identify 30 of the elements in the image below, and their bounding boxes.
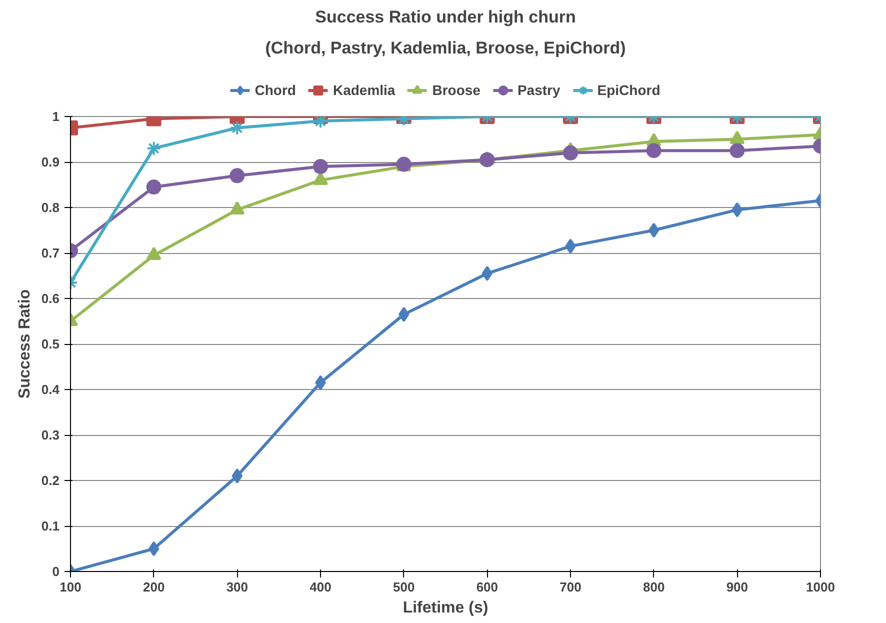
y-tick-label: 0.4 (41, 382, 60, 397)
y-tick-label: 1 (52, 109, 60, 124)
y-tick-label: 0.3 (41, 428, 60, 442)
chart-title: Success Ratio under high churn (315, 8, 576, 26)
x-tick-label: 1000 (806, 580, 835, 594)
x-tick-label: 400 (310, 580, 332, 594)
y-tick-label: 0.9 (41, 154, 60, 170)
y-tick-label: 0.6 (41, 291, 60, 306)
y-tick-label: 0.1 (41, 518, 60, 534)
x-tick-label: 700 (560, 580, 582, 594)
legend-label: EpiChord (597, 82, 660, 98)
legend-label: Broose (432, 82, 480, 98)
x-tick-label: 200 (142, 580, 165, 594)
y-axis-title: Success Ratio (16, 289, 34, 399)
x-axis-title: Lifetime (s) (402, 600, 488, 616)
x-tick-label: 500 (392, 580, 415, 594)
y-tick-label: 0.8 (41, 200, 60, 215)
y-tick-label: 0.5 (41, 336, 60, 352)
x-tick-label: 100 (60, 580, 82, 594)
legend-label: Kademlia (332, 82, 396, 98)
y-tick-label: 0 (52, 564, 60, 579)
x-tick-label: 900 (726, 580, 748, 594)
x-tick-label: 300 (226, 580, 248, 594)
chart-subtitle: (Chord, Pastry, Kademlia, Broose, EpiChord) (265, 38, 626, 58)
y-tick-label: 0.2 (41, 473, 60, 488)
legend-label: Pastry (517, 82, 560, 98)
legend-label: Chord (254, 82, 296, 98)
x-tick-label: 800 (642, 580, 665, 594)
y-tick-label: 0.7 (41, 246, 60, 260)
x-tick-label: 600 (476, 580, 498, 594)
